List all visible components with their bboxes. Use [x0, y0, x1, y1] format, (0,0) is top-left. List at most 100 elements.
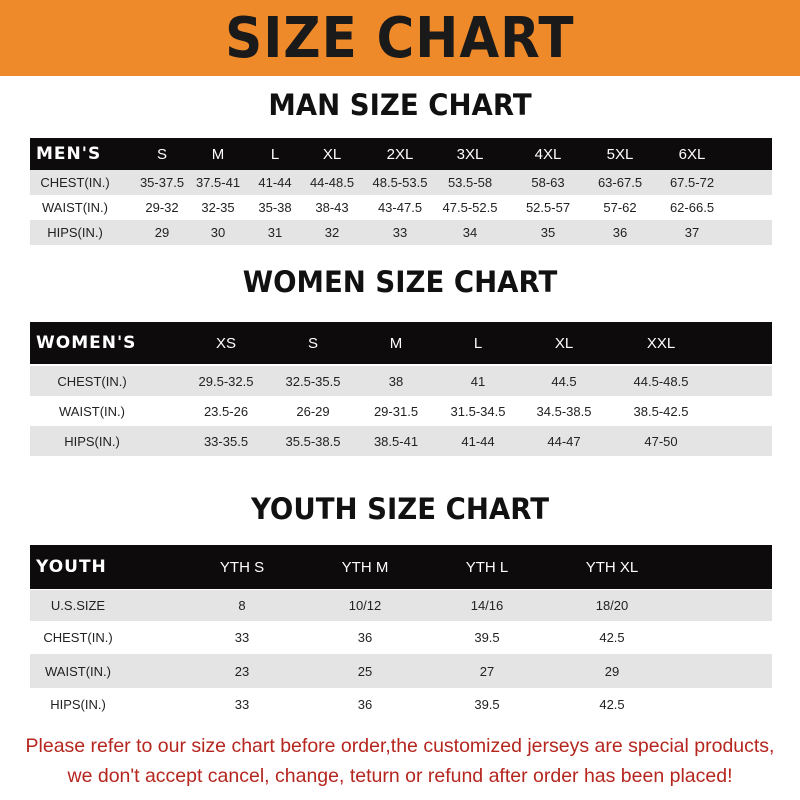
- size-header-cell: L: [270, 145, 280, 163]
- table-row: U.S.SIZE 8 10/12 14/16 18/20: [30, 590, 772, 621]
- measurement-cell: 42.5: [599, 696, 625, 712]
- table-row: HIPS(IN.) 33-35.5 35.5-38.5 38.5-41 41-44 44-…: [30, 426, 772, 456]
- measurement-cell: 39.5: [474, 696, 500, 712]
- measurement-cell: 29-31.5: [373, 403, 419, 419]
- table-header-row: WOMEN'S XS S M L XL XXL: [30, 322, 772, 364]
- row-label: U.S.SIZE: [50, 598, 106, 613]
- measurement-cell: 35.5-38.5: [285, 433, 341, 449]
- measurement-cell: 34.5-38.5: [536, 403, 592, 419]
- row-label: HIPS(IN.): [47, 225, 103, 240]
- measurement-cell: 30: [210, 225, 226, 240]
- measurement-cell: 33-35.5: [203, 433, 249, 449]
- banner: SIZE CHART: [0, 0, 800, 76]
- measurement-cell: 33: [234, 630, 250, 645]
- measurement-cell: 18/20: [595, 598, 629, 613]
- measurement-cell: 33: [234, 696, 250, 712]
- table-title-cell: WOMEN'S: [36, 333, 137, 353]
- row-label: HIPS(IN.): [50, 696, 106, 712]
- measurement-cell: 48.5-53.5: [372, 175, 428, 190]
- measurement-cell: 29-32: [145, 200, 179, 215]
- measurement-cell: 33: [392, 225, 408, 240]
- table-row: WAIST(IN.) 23.5-26 26-29 29-31.5 31.5-34.5 34…: [30, 396, 772, 426]
- measurement-cell: 41-44: [258, 175, 292, 190]
- table-row: CHEST(IN.) 35-37.5 37.5-41 41-44 44-48.5 48.5…: [30, 170, 772, 195]
- measurement-cell: 32.5-35.5: [285, 373, 341, 389]
- measurement-cell: 47-50: [644, 433, 678, 449]
- men-section-title: MAN SIZE CHART: [268, 88, 532, 122]
- table-row: CHEST(IN.) 29.5-32.5 32.5-35.5 38 41 44.5 44.5…: [30, 366, 772, 396]
- size-header-cell: XXL: [646, 334, 676, 352]
- size-header-cell: YTH S: [219, 558, 265, 576]
- size-header-cell: XL: [322, 145, 342, 163]
- measurement-cell: 8: [238, 598, 246, 613]
- size-header-cell: S: [156, 145, 168, 163]
- row-label: HIPS(IN.): [64, 433, 120, 449]
- measurement-cell: 41-44: [461, 433, 495, 449]
- measurement-cell: 10/12: [348, 598, 382, 613]
- measurement-cell: 25: [357, 663, 373, 679]
- measurement-cell: 37: [684, 225, 700, 240]
- table-row: HIPS(IN.) 33 36 39.5 42.5: [30, 688, 772, 720]
- table-header-row: MEN'S S M L XL 2XL 3XL 4XL 5XL 6XL: [30, 138, 772, 170]
- table-row: WAIST(IN.) 23 25 27 29: [30, 654, 772, 688]
- row-label: WAIST(IN.): [42, 200, 108, 215]
- measurement-cell: 35-38: [258, 200, 292, 215]
- measurement-cell: 52.5-57: [525, 200, 571, 215]
- measurement-cell: 14/16: [470, 598, 504, 613]
- row-label: CHEST(IN.): [40, 175, 110, 190]
- table-header-row: YOUTH YTH S YTH M YTH L YTH XL: [30, 545, 772, 589]
- measurement-cell: 57-62: [603, 200, 637, 215]
- youth-section-title: YOUTH SIZE CHART: [250, 492, 550, 526]
- size-header-cell: 2XL: [386, 145, 414, 163]
- notice-line-1: Please refer to our size chart before or…: [25, 735, 775, 757]
- measurement-cell: 31.5-34.5: [450, 403, 506, 419]
- size-header-cell: XS: [215, 334, 237, 352]
- row-label: CHEST(IN.): [57, 373, 127, 389]
- measurement-cell: 26-29: [296, 403, 330, 419]
- row-label: WAIST(IN.): [59, 403, 125, 419]
- measurement-cell: 39.5: [474, 630, 500, 645]
- measurement-cell: 44.5: [551, 373, 577, 389]
- table-row: WAIST(IN.) 29-32 32-35 35-38 38-43 43-47.5 47.…: [30, 195, 772, 220]
- measurement-cell: 38-43: [315, 200, 349, 215]
- size-header-cell: XL: [554, 334, 574, 352]
- size-header-cell: M: [211, 145, 225, 163]
- banner-title: SIZE CHART: [225, 5, 575, 71]
- measurement-cell: 32: [324, 225, 340, 240]
- women-section-title: WOMEN SIZE CHART: [242, 265, 558, 299]
- table-row: HIPS(IN.) 29 30 31 32 33 34 35 36 37: [30, 220, 772, 245]
- size-header-cell: S: [307, 334, 319, 352]
- measurement-cell: 36: [612, 225, 628, 240]
- size-header-cell: YTH XL: [585, 558, 639, 576]
- measurement-cell: 32-35: [201, 200, 235, 215]
- size-header-cell: 4XL: [534, 145, 562, 163]
- size-header-cell: L: [473, 334, 483, 352]
- size-header-cell: YTH M: [341, 558, 389, 576]
- measurement-cell: 44.5-48.5: [633, 373, 689, 389]
- size-header-cell: 3XL: [456, 145, 484, 163]
- measurement-cell: 36: [357, 630, 373, 645]
- measurement-cell: 62-66.5: [669, 200, 715, 215]
- measurement-cell: 29: [154, 225, 170, 240]
- measurement-cell: 44-48.5: [309, 175, 355, 190]
- size-header-cell: 6XL: [678, 145, 706, 163]
- measurement-cell: 43-47.5: [377, 200, 423, 215]
- table-title-cell: YOUTH: [36, 557, 107, 577]
- measurement-cell: 31: [267, 225, 283, 240]
- measurement-cell: 36: [357, 696, 373, 712]
- measurement-cell: 37.5-41: [195, 175, 241, 190]
- measurement-cell: 29.5-32.5: [198, 373, 254, 389]
- measurement-cell: 34: [462, 225, 478, 240]
- measurement-cell: 44-47: [547, 433, 581, 449]
- measurement-cell: 47.5-52.5: [442, 200, 498, 215]
- measurement-cell: 41: [470, 373, 486, 389]
- measurement-cell: 35-37.5: [139, 175, 185, 190]
- measurement-cell: 42.5: [599, 630, 625, 645]
- measurement-cell: 67.5-72: [669, 175, 715, 190]
- measurement-cell: 38: [388, 373, 404, 389]
- size-header-cell: M: [389, 334, 403, 352]
- measurement-cell: 58-63: [531, 175, 565, 190]
- notice-line-2: we don't accept cancel, change, teturn o…: [67, 765, 733, 787]
- measurement-cell: 38.5-42.5: [633, 403, 689, 419]
